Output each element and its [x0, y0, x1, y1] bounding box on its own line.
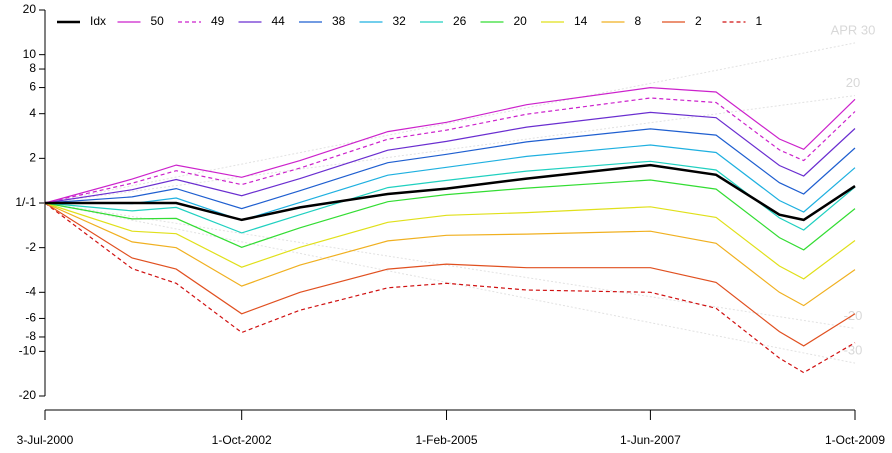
- y-tick-label: 8: [29, 61, 36, 75]
- series-line: [44, 202, 856, 280]
- legend-label: 49: [211, 14, 225, 28]
- legend-label: 50: [151, 14, 165, 28]
- y-tick-label: -6: [25, 311, 36, 325]
- reference-line: [44, 202, 856, 364]
- legend-label: 14: [574, 14, 588, 28]
- series-line: [44, 179, 856, 251]
- y-tick-label: -10: [19, 344, 37, 358]
- legend-label: 1: [756, 14, 763, 28]
- y-tick-label: -2: [25, 240, 36, 254]
- y-tick-label: -4: [25, 284, 36, 298]
- series-line: [44, 202, 856, 374]
- series-line: [44, 128, 856, 210]
- series-line: [45, 163, 856, 222]
- legend-label: 38: [332, 14, 346, 28]
- series-line: [44, 86, 856, 204]
- legend-label: 26: [453, 14, 467, 28]
- series-line: [44, 202, 856, 347]
- y-tick-label: 2: [29, 151, 36, 165]
- y-tick-label: 6: [29, 80, 36, 94]
- series-line: [44, 144, 856, 222]
- annotation: 20: [846, 75, 860, 90]
- y-tick-label: 4: [29, 106, 36, 120]
- reference-line: [44, 42, 856, 204]
- reference-line: [44, 202, 856, 329]
- series-line: [44, 111, 856, 204]
- y-tick-label: -8: [25, 329, 36, 343]
- series-line: [44, 202, 856, 307]
- legend-label: 20: [514, 14, 528, 28]
- series-line: [44, 160, 856, 234]
- series-line: [44, 97, 856, 204]
- legend-label: 32: [393, 14, 407, 28]
- x-tick-label: 1-Oct-2009: [825, 433, 885, 447]
- y-tick-label: 1/-1: [15, 195, 36, 209]
- x-tick-label: 3-Jul-2000: [17, 433, 74, 447]
- annotation: -30: [844, 343, 863, 358]
- x-tick-label: 1-Oct-2002: [212, 433, 272, 447]
- y-tick-label: 10: [23, 47, 37, 61]
- legend-label: 44: [272, 14, 286, 28]
- y-tick-label: -20: [19, 388, 37, 402]
- x-tick-label: 1-Feb-2005: [415, 433, 477, 447]
- legend-label: 8: [635, 14, 642, 28]
- annotation: APR 30: [831, 22, 876, 37]
- legend-label: 2: [695, 14, 702, 28]
- y-tick-label: 20: [23, 2, 37, 16]
- legend-label: Idx: [90, 14, 106, 28]
- x-tick-label: 1-Jun-2007: [620, 433, 681, 447]
- reference-line: [44, 95, 856, 204]
